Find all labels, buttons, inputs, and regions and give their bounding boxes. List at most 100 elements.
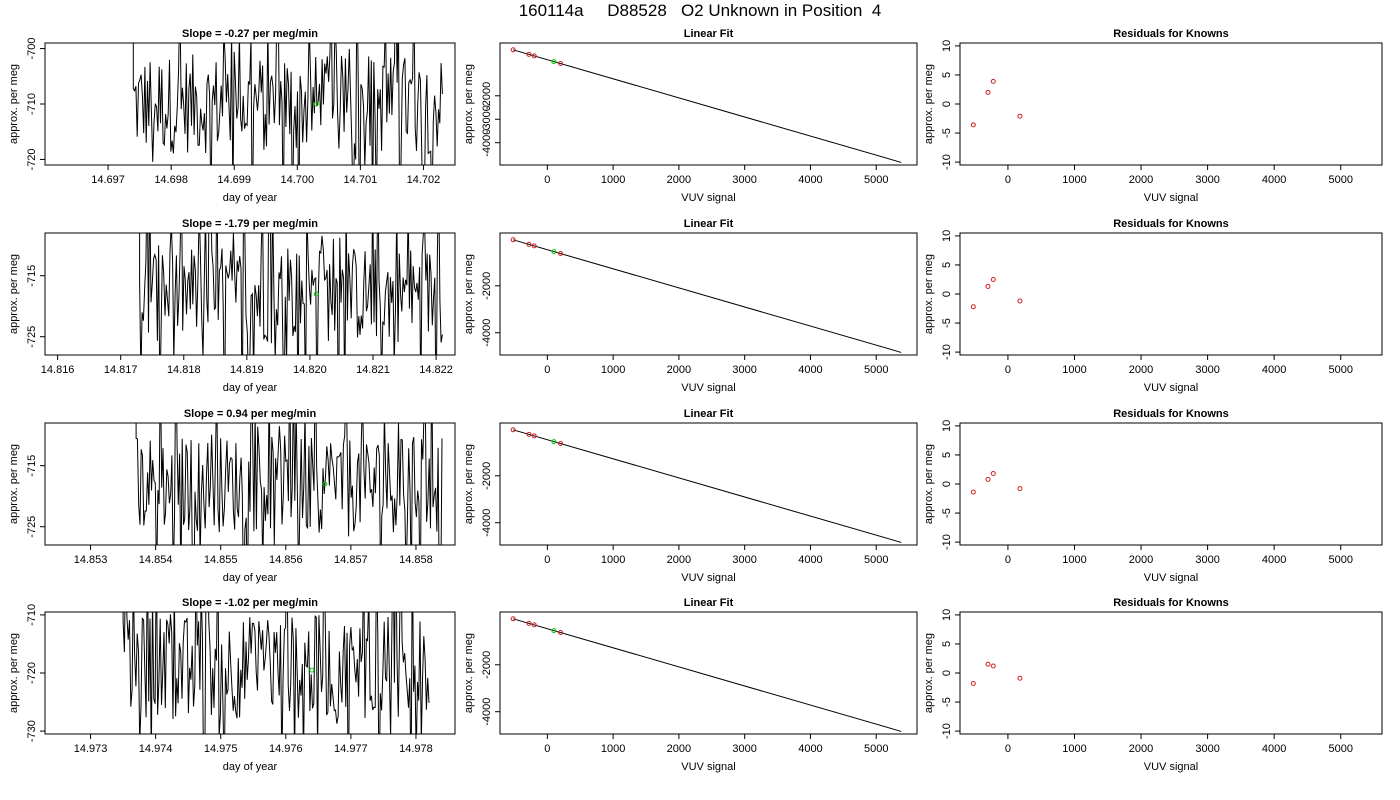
residuals-r2-xtick-label: 4000 — [1262, 364, 1286, 376]
residuals-r1-residual-point — [985, 89, 991, 95]
linear-fit-r4-frame — [499, 611, 918, 735]
residuals-r3-ytick-label: 10 — [941, 420, 953, 432]
time-series-r2-xtick-label: 14.816 — [41, 364, 75, 376]
time-series-r2-ylabel: approx. per meg — [8, 254, 20, 334]
residuals-r4-ytick-label: -5 — [941, 697, 953, 707]
linear-fit-r1-title: Linear Fit — [684, 28, 734, 40]
residuals-r3-xtick-label: 3000 — [1195, 554, 1219, 566]
linear-fit-r4-unknown-point — [551, 628, 557, 634]
time-series-r4-ytick-label: -710 — [26, 604, 38, 626]
linear-fit-r4-ytick-label: -4000 — [481, 698, 493, 726]
residuals-r2-xlabel: VUV signal — [1144, 382, 1198, 394]
residuals-r1-ytick-label: 0 — [941, 101, 953, 107]
linear-fit-r4-known-point — [526, 620, 532, 626]
residuals-r4-ytick-label: 10 — [941, 609, 953, 621]
linear-fit-r1-ytick-label: -3000 — [481, 105, 493, 133]
linear-fit-r3-xtick-label: 0 — [544, 554, 550, 566]
linear-fit-r1-xtick-label: 5000 — [864, 174, 888, 186]
time-series-r2-series-line — [139, 233, 443, 355]
time-series-r1-unknown-point — [313, 101, 319, 107]
residuals-r2-title: Residuals for Knowns — [1113, 218, 1229, 230]
residuals-r3-residual-point — [970, 489, 976, 495]
residuals-r2-ytick-label: 0 — [941, 291, 953, 297]
linear-fit-r1-ytick-label: -4000 — [481, 129, 493, 157]
linear-fit-r4-xlabel: VUV signal — [681, 761, 735, 773]
linear-fit-r2-known-point — [526, 241, 532, 247]
linear-fit-r1-known-point — [510, 47, 516, 53]
residuals-r3-frame — [959, 422, 1383, 546]
linear-fit-r1-xtick-label: 4000 — [798, 174, 822, 186]
time-series-r1-xtick-label: 14.700 — [280, 174, 314, 186]
linear-fit-r2-ytick-label: -4000 — [481, 319, 493, 347]
linear-fit-r2-xlabel: VUV signal — [681, 382, 735, 394]
residuals-r1-xtick-label: 3000 — [1195, 174, 1219, 186]
time-series-r4-xlabel: day of year — [223, 761, 278, 773]
linear-fit-r4-known-point — [531, 622, 537, 628]
time-series-r4-xtick-label: 14.975 — [204, 743, 238, 755]
linear-fit-r4-xtick-label: 5000 — [864, 743, 888, 755]
residuals-r2-xtick-label: 1000 — [1062, 364, 1086, 376]
linear-fit-r2-xtick-label: 5000 — [864, 364, 888, 376]
residuals-r4-ytick-label: -10 — [941, 723, 953, 739]
residuals-r3-xtick-label: 4000 — [1262, 554, 1286, 566]
time-series-r1-ylabel: approx. per meg — [8, 64, 20, 144]
linear-fit-r4-xtick-label: 3000 — [732, 743, 756, 755]
linear-fit-r2-ylabel: approx. per meg — [463, 254, 475, 334]
linear-fit-r2-known-point — [558, 251, 564, 257]
time-series-r2-xtick-label: 14.822 — [419, 364, 453, 376]
residuals-r3-residual-point — [985, 476, 991, 482]
linear-fit-r3-xtick-label: 4000 — [798, 554, 822, 566]
linear-fit-r3-known-point — [526, 431, 532, 437]
linear-fit-r3-ylabel: approx. per meg — [463, 444, 475, 524]
residuals-r1-xlabel: VUV signal — [1144, 192, 1198, 204]
residuals-r1-ytick-label: -10 — [941, 154, 953, 170]
linear-fit-r1-known-point — [531, 53, 537, 59]
linear-fit-r3-xlabel: VUV signal — [681, 572, 735, 584]
time-series-r1-xlabel: day of year — [223, 192, 278, 204]
residuals-r4-residual-point — [970, 680, 976, 686]
linear-fit-r1-known-point — [558, 61, 564, 67]
linear-fit-r3-ytick-label: -4000 — [481, 509, 493, 537]
residuals-r2-ylabel: approx. per meg — [923, 254, 935, 334]
residuals-r4-xtick-label: 0 — [1005, 743, 1011, 755]
residuals-r1-ytick-label: 10 — [941, 40, 953, 52]
residuals-r1-xtick-label: 0 — [1005, 174, 1011, 186]
residuals-r2-xtick-label: 5000 — [1328, 364, 1352, 376]
time-series-r3-ytick-label: -715 — [26, 455, 38, 477]
linear-fit-r2-known-point — [510, 237, 516, 243]
time-series-r3-title: Slope = 0.94 per meg/min — [184, 408, 317, 420]
time-series-r2-title: Slope = -1.79 per meg/min — [182, 218, 318, 230]
time-series-r4-ytick-label: -720 — [26, 662, 38, 684]
residuals-r1-residual-point — [1017, 113, 1023, 119]
residuals-r4-xlabel: VUV signal — [1144, 761, 1198, 773]
time-series-r1-series-line — [132, 43, 443, 165]
time-series-r4-series-line — [122, 612, 430, 734]
residuals-r3-xtick-label: 2000 — [1129, 554, 1153, 566]
time-series-r1-title: Slope = -0.27 per meg/min — [182, 28, 318, 40]
residuals-r2-ytick-label: 10 — [941, 230, 953, 242]
time-series-r2-xtick-label: 14.821 — [356, 364, 390, 376]
linear-fit-r2-xtick-label: 1000 — [601, 364, 625, 376]
time-series-r3-series-line — [135, 423, 443, 545]
time-series-r1-ytick-label: -710 — [26, 93, 38, 115]
linear-fit-r1-xtick-label: 3000 — [732, 174, 756, 186]
residuals-r3-xtick-label: 0 — [1005, 554, 1011, 566]
linear-fit-r3-ytick-label: -2000 — [481, 462, 493, 490]
residuals-r3-ytick-label: 5 — [941, 452, 953, 458]
residuals-r1-residual-point — [970, 122, 976, 128]
linear-fit-r2-known-point — [531, 243, 537, 249]
linear-fit-r4-fit-line — [513, 618, 902, 732]
residuals-r2-frame — [959, 232, 1383, 356]
time-series-r4-xtick-label: 14.978 — [399, 743, 433, 755]
time-series-r3-xtick-label: 14.855 — [204, 554, 238, 566]
linear-fit-r2-xtick-label: 0 — [544, 364, 550, 376]
time-series-r2-xtick-label: 14.820 — [293, 364, 327, 376]
time-series-r4-xtick-label: 14.976 — [269, 743, 303, 755]
residuals-r4-xtick-label: 1000 — [1062, 743, 1086, 755]
residuals-r2-residual-point — [985, 283, 991, 289]
time-series-r3-unknown-point — [322, 481, 328, 487]
residuals-r1-ytick-label: -5 — [941, 128, 953, 138]
time-series-r1-xtick-label: 14.697 — [91, 174, 125, 186]
linear-fit-r2-xtick-label: 2000 — [667, 364, 691, 376]
linear-fit-r1-frame — [499, 42, 918, 166]
